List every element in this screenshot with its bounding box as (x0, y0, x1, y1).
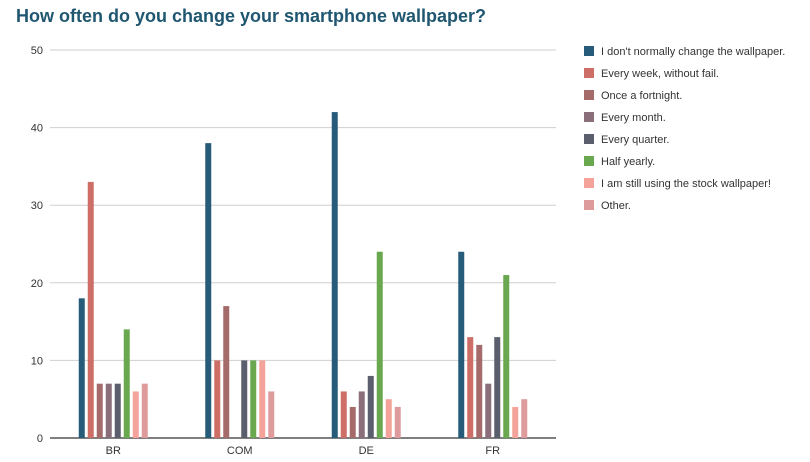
bar (132, 391, 139, 438)
bar (331, 112, 338, 438)
x-tick-label: BR (106, 445, 121, 457)
legend-label: Half yearly. (601, 156, 655, 168)
bar (340, 391, 347, 438)
bar (205, 143, 212, 438)
legend-swatch (584, 200, 594, 210)
bar (476, 344, 483, 438)
bar (485, 383, 492, 438)
legend-label: I don't normally change the wallpaper. (601, 46, 785, 58)
x-tick-label: COM (227, 445, 253, 457)
bar (223, 306, 230, 438)
x-axis-ticks: BR COM DE FR (106, 445, 501, 457)
bar (214, 360, 221, 438)
legend-swatch (584, 112, 594, 122)
legend-swatch (584, 46, 594, 56)
bar (394, 406, 401, 438)
bar (521, 399, 528, 438)
bar (503, 275, 510, 438)
bar (458, 251, 465, 438)
bar (358, 391, 365, 438)
y-tick-label: 30 (31, 200, 43, 212)
bar (467, 337, 474, 438)
legend-swatch (584, 134, 594, 144)
bars (78, 112, 528, 439)
legend-label: Every quarter. (601, 134, 669, 146)
bar (96, 383, 103, 438)
legend-label: I am still using the stock wallpaper! (601, 178, 771, 190)
bar (241, 360, 248, 438)
bar (494, 337, 501, 438)
legend-swatch (584, 178, 594, 188)
legend-swatch (584, 68, 594, 78)
bar (268, 391, 275, 438)
bar (105, 383, 112, 438)
legend-swatch (584, 156, 594, 166)
legend-label: Every month. (601, 112, 666, 124)
bar (250, 360, 257, 438)
x-tick-label: FR (485, 445, 500, 457)
x-tick-label: DE (359, 445, 374, 457)
bar (78, 298, 85, 438)
y-axis-ticks: 0 10 20 30 40 50 (31, 45, 43, 445)
legend-label: Other. (601, 200, 631, 212)
y-tick-label: 40 (31, 123, 43, 135)
y-tick-label: 10 (31, 355, 43, 367)
bar (123, 329, 130, 438)
y-tick-label: 20 (31, 278, 43, 290)
chart-title: How often do you change your smartphone … (16, 6, 487, 26)
bar (367, 375, 374, 438)
legend-label: Once a fortnight. (601, 90, 682, 102)
bar (385, 399, 392, 438)
legend: I don't normally change the wallpaper. Ev… (584, 46, 785, 212)
bar (141, 383, 148, 438)
bar (259, 360, 266, 438)
bar (376, 251, 383, 438)
legend-swatch (584, 90, 594, 100)
legend-label: Every week, without fail. (601, 68, 719, 80)
bar (512, 406, 519, 438)
bar (349, 406, 356, 438)
y-tick-label: 0 (37, 433, 43, 445)
bar (114, 383, 121, 438)
y-tick-label: 50 (31, 45, 43, 57)
bar (87, 181, 94, 439)
